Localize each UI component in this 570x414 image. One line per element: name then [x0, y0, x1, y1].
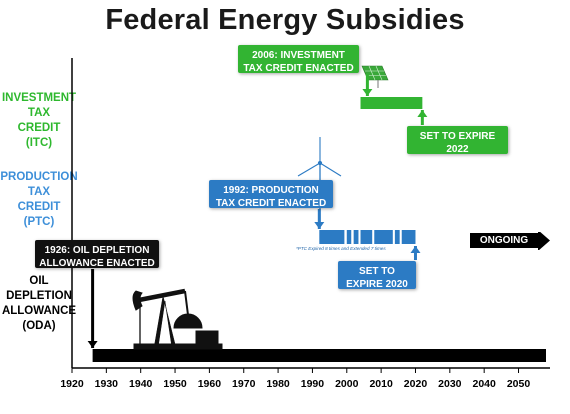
x-tick-label-1980: 1980 — [266, 378, 290, 390]
row-label-ptc: PRODUCTION TAX CREDIT (PTC) — [0, 171, 78, 228]
bar-ptc-segment-5 — [394, 230, 400, 244]
arrow-itc-enacted — [362, 74, 373, 96]
callout-itc-enacted: 2006: INVESTMENT TAX CREDIT ENACTED — [238, 45, 359, 74]
x-tick-label-2030: 2030 — [438, 378, 462, 390]
row-label-itc: INVESTMENT TAX CREDIT (ITC) — [1, 92, 77, 149]
x-tick-label-2040: 2040 — [472, 378, 496, 390]
bar-itc-segment-0 — [360, 97, 423, 109]
oil-pumpjack-icon — [132, 288, 223, 350]
event-arrows — [87, 74, 428, 348]
x-tick-label-2000: 2000 — [335, 378, 359, 390]
bar-ptc-segment-3 — [360, 230, 373, 244]
x-tick-label-1970: 1970 — [232, 378, 256, 390]
bar-ptc-segment-0 — [319, 230, 345, 244]
callout-oda-ongoing: ONGOING — [479, 235, 529, 246]
arrow-ptc-expire — [410, 246, 421, 260]
x-tick-label-1920: 1920 — [60, 378, 84, 390]
bar-ptc-segment-1 — [346, 230, 352, 244]
callout-ptc-expire: SET TO EXPIRE 2020 — [338, 261, 416, 290]
bar-ptc-segment-4 — [374, 230, 393, 244]
x-tick-label-2020: 2020 — [404, 378, 428, 390]
chart-title: Federal Energy Subsidies — [105, 4, 465, 36]
bar-ptc-segment-6 — [401, 230, 416, 244]
x-tick-label-2010: 2010 — [369, 378, 393, 390]
x-tick-label-1960: 1960 — [198, 378, 222, 390]
arrow-ptc-enacted — [314, 209, 325, 229]
ptc-footnote: *PTC Expired 8 times and Extended 7 time… — [296, 246, 386, 251]
row-label-oda: OIL DEPLETION ALLOWANCE (ODA) — [1, 275, 77, 332]
x-tick-label-2050: 2050 — [507, 378, 531, 390]
x-tick-label-1930: 1930 — [95, 378, 119, 390]
x-tick-label-1990: 1990 — [301, 378, 325, 390]
callout-itc-expire: SET TO EXPIRE 2022 — [407, 126, 508, 155]
callout-ptc-enacted: 1992: PRODUCTION TAX CREDIT ENACTED — [209, 180, 333, 209]
bar-ptc-segment-2 — [353, 230, 359, 244]
x-tick-label-1950: 1950 — [163, 378, 187, 390]
callout-oda-enacted: 1926: OIL DEPLETION ALLOWANCE ENACTED — [35, 240, 159, 269]
ongoing-arrow — [470, 232, 550, 250]
arrow-oda-enacted — [87, 269, 98, 348]
bar-oda-segment-0 — [92, 349, 546, 362]
x-tick-label-1940: 1940 — [129, 378, 153, 390]
arrow-itc-expire — [417, 110, 428, 125]
